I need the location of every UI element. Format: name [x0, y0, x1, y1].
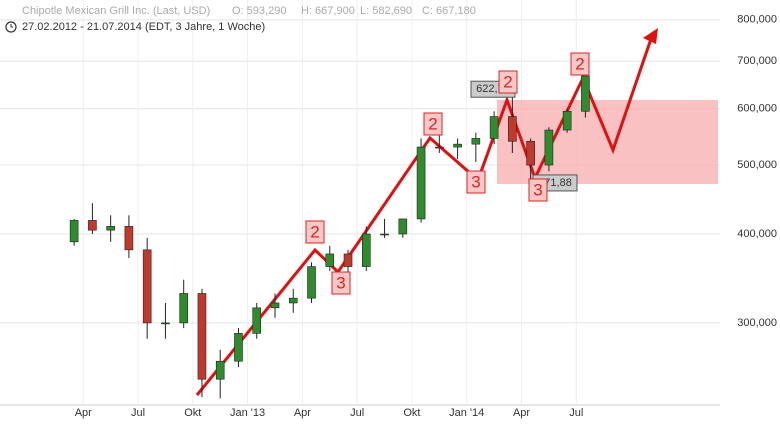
- candle-body: [69, 220, 79, 243]
- wave-label-box: [466, 170, 486, 194]
- x-tick-label: Okt: [403, 407, 420, 419]
- candle-body: [215, 360, 225, 380]
- header-value: L: 582,690: [360, 5, 412, 17]
- wave-label: 2: [310, 222, 319, 241]
- x-tick-label: Apr: [75, 407, 92, 419]
- wave-label-box: [570, 52, 590, 76]
- wave-label: 3: [336, 273, 345, 292]
- candle-body: [343, 253, 353, 267]
- x-tick-label: Jul: [569, 407, 583, 419]
- x-tick-label: Jul: [350, 407, 364, 419]
- header-value: H: 667,900: [301, 5, 355, 17]
- candle-body: [416, 146, 426, 220]
- grid: [0, 0, 720, 406]
- x-tick-label: Jul: [131, 407, 145, 419]
- candle-body: [453, 143, 462, 148]
- candle-body: [288, 297, 298, 304]
- wave-label-box: [331, 271, 351, 295]
- candle-body: [544, 129, 554, 166]
- candle-body: [161, 322, 170, 325]
- header-value: O: 593,290: [232, 5, 286, 17]
- candle-body: [398, 218, 408, 235]
- candle-body: [307, 266, 316, 299]
- wave-label-box: [305, 220, 325, 244]
- wave-label: 3: [533, 180, 542, 199]
- y-tick-label: 700,000: [737, 55, 777, 67]
- candle-body: [435, 146, 444, 149]
- candle-body: [325, 253, 335, 267]
- y-tick-label: 500,000: [737, 159, 777, 171]
- candle-body: [88, 220, 97, 231]
- arrow-head: [643, 28, 658, 44]
- candle-body: [106, 226, 115, 231]
- y-tick-label: 800,000: [737, 14, 777, 26]
- candle-body: [380, 233, 389, 236]
- wave-label: 2: [428, 114, 437, 133]
- candle-body: [562, 111, 572, 131]
- candle-body: [489, 116, 499, 139]
- candle-body: [526, 140, 535, 166]
- y-tick-label: 400,000: [737, 228, 777, 240]
- wave-label: 2: [575, 54, 584, 73]
- y-tick-label: 600,000: [737, 103, 777, 115]
- wave-label-box: [498, 70, 518, 94]
- clock-icon: [5, 21, 17, 33]
- chart-title: Chipotle Mexican Grill Inc. (Last, USD): [22, 5, 210, 17]
- x-tick-label: Apr: [513, 407, 530, 419]
- candle-body: [581, 75, 590, 112]
- candle-body: [471, 138, 481, 145]
- x-tick-label: Okt: [184, 407, 201, 419]
- candle-body: [142, 249, 152, 324]
- candle-body: [197, 293, 207, 380]
- y-tick-label: 300,000: [737, 317, 777, 329]
- wave-label-box: [528, 178, 548, 202]
- wave-label: 3: [471, 172, 480, 191]
- x-tick-label: Jan '13: [230, 407, 265, 419]
- x-tick-label: Apr: [294, 407, 311, 419]
- candle-body: [124, 226, 134, 251]
- wave-label: 2: [503, 72, 512, 91]
- candle-body: [508, 116, 517, 142]
- candle-body: [234, 333, 243, 362]
- header-value: C: 667,180: [422, 5, 476, 17]
- clock-hands: [10, 24, 13, 28]
- chart-subtitle: 27.02.2012 - 21.07.2014 (EDT, 3 Jahre, 1…: [22, 21, 265, 33]
- candle-body: [252, 307, 262, 334]
- candle-body: [270, 302, 280, 309]
- candle-body: [361, 233, 371, 267]
- x-tick-label: Jan '14: [449, 407, 484, 419]
- candle-body: [179, 293, 188, 324]
- wave-label-box: [423, 112, 443, 136]
